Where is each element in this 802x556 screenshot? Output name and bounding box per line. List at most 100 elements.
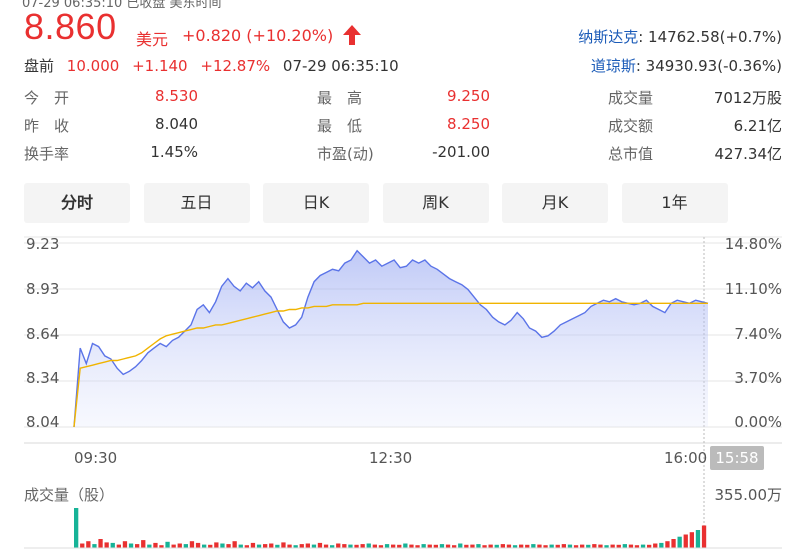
volume-bar xyxy=(659,542,664,548)
volume-bar xyxy=(397,544,402,548)
price-area xyxy=(74,250,708,427)
tab-5[interactable]: 月K xyxy=(502,183,608,223)
volume-bar xyxy=(92,544,97,548)
x-tick: 16:00 xyxy=(664,449,708,467)
y-pct-tick: 7.40% xyxy=(734,325,782,343)
premarket-pct: +12.87% xyxy=(200,57,271,75)
crosshair-time-badge: 15:58 xyxy=(710,446,764,470)
volume-bar xyxy=(561,544,566,548)
volume-bar xyxy=(317,542,323,548)
volume-bar xyxy=(415,545,420,548)
stat-label: 成交量 xyxy=(608,89,654,107)
volume-bar xyxy=(86,541,91,548)
volume-bar xyxy=(372,544,377,548)
volume-bar xyxy=(330,545,335,548)
stat-label: 最 低 xyxy=(317,117,363,135)
stat-label: 最 高 xyxy=(317,89,363,107)
volume-bar xyxy=(409,544,414,548)
volume-bar xyxy=(250,542,256,548)
volume-bar xyxy=(439,544,445,548)
y-pct-tick: 11.10% xyxy=(724,280,782,298)
volume-bar xyxy=(208,544,213,548)
volume-bar xyxy=(494,544,499,548)
volume-bar xyxy=(543,545,548,548)
volume-bar xyxy=(598,544,603,548)
volume-bar xyxy=(110,542,115,548)
stat-value: 6.21亿 xyxy=(733,117,782,135)
volume-bar xyxy=(647,544,652,548)
index-name[interactable]: 道琼斯 xyxy=(590,57,636,75)
volume-bar xyxy=(567,544,573,548)
volume-bar xyxy=(689,532,694,548)
volume-bar xyxy=(384,544,390,548)
volume-bar xyxy=(263,544,268,548)
premarket-change: +1.140 xyxy=(132,57,188,75)
volume-bar xyxy=(220,543,225,548)
volume-bar xyxy=(183,544,188,548)
index-value: : 14762.58(+0.7%) xyxy=(638,28,782,46)
volume-bar xyxy=(171,544,176,548)
volume-bar xyxy=(195,542,201,548)
volume-bar xyxy=(616,544,621,548)
tab-2[interactable]: 五日 xyxy=(143,183,250,223)
volume-bar xyxy=(555,544,560,548)
intraday-chart[interactable] xyxy=(0,225,802,556)
volume-bar xyxy=(360,544,365,548)
stat-value: -201.00 xyxy=(432,143,490,161)
tab-4[interactable]: 周K xyxy=(382,183,489,223)
volume-bar xyxy=(244,545,249,548)
volume-bar xyxy=(445,544,451,548)
volume-bar xyxy=(342,544,347,548)
volume-bar xyxy=(677,536,682,548)
volume-bar xyxy=(610,544,615,548)
volume-bar xyxy=(147,544,152,548)
y-price-tick: 8.93 xyxy=(26,280,60,298)
volume-bar xyxy=(165,541,170,548)
volume-bar xyxy=(256,544,262,548)
volume-bar xyxy=(701,525,707,548)
y-price-tick: 8.04 xyxy=(26,413,60,431)
quote-timestamp: 07-29 06:35:10 xyxy=(282,57,399,75)
stat-label: 今 开 xyxy=(24,89,70,107)
volume-bar xyxy=(452,545,457,548)
premarket-label: 盘前 xyxy=(24,57,55,75)
volume-bar xyxy=(622,544,627,548)
tab-1[interactable]: 分时 xyxy=(24,183,130,223)
volume-bar xyxy=(586,544,591,548)
series-line xyxy=(73,302,708,428)
volume-bar xyxy=(512,545,518,548)
volume-bar xyxy=(232,541,237,548)
volume-bar xyxy=(80,543,85,548)
index-dow[interactable]: 道琼斯: 34930.93(-0.36%) xyxy=(591,55,782,76)
volume-bar xyxy=(427,544,432,548)
volume-bar xyxy=(458,543,463,548)
index-name[interactable]: 纳斯达克 xyxy=(578,28,639,46)
volume-bar xyxy=(128,543,134,548)
tab-3[interactable]: 日K xyxy=(263,183,369,223)
volume-bar xyxy=(226,544,231,548)
volume-bar xyxy=(214,542,219,548)
volume-bar xyxy=(537,544,542,548)
tab-6[interactable]: 1年 xyxy=(621,183,728,223)
volume-bar xyxy=(378,545,384,548)
volume-bar xyxy=(403,543,408,548)
volume-bar xyxy=(311,544,317,548)
volume-bar xyxy=(299,544,304,548)
volume-bar xyxy=(189,541,195,548)
volume-bar xyxy=(628,544,634,548)
volume-bar xyxy=(695,530,701,548)
volume-bar xyxy=(153,542,158,548)
volume-bar xyxy=(269,543,274,548)
stat-value: 9.250 xyxy=(447,87,490,105)
stat-label: 成交额 xyxy=(608,117,654,135)
currency-unit: 美元 xyxy=(136,30,169,49)
premarket-price: 10.000 xyxy=(66,57,120,75)
volume-bar xyxy=(305,543,310,548)
y-pct-tick: 3.70% xyxy=(734,369,782,387)
top-status-text: 07-29 06:35:10 已收盘 美东时间 xyxy=(22,0,222,11)
volume-bar xyxy=(366,543,371,548)
y-pct-tick: 14.80% xyxy=(724,235,782,253)
volume-bar xyxy=(433,544,438,548)
index-nasdaq[interactable]: 纳斯达克: 14762.58(+0.7%) xyxy=(578,26,782,47)
volume-bar xyxy=(104,542,109,548)
